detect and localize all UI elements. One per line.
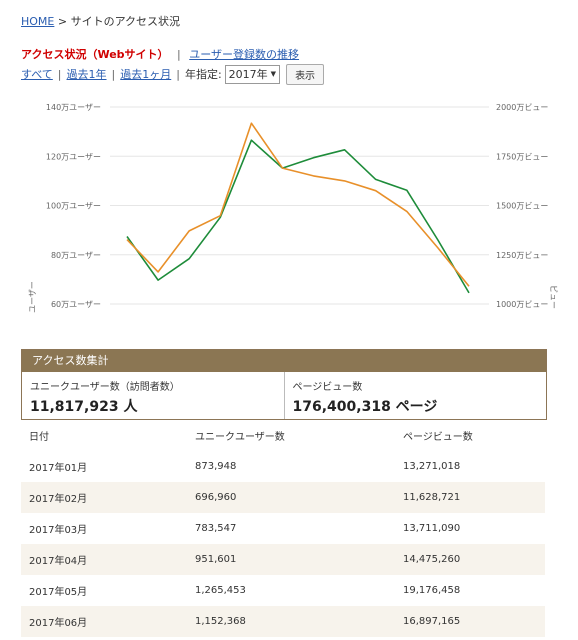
period-filters: すべて | 過去1年 | 過去1ヶ月 | 年指定: 2017年 ▼ 表示 (21, 63, 325, 85)
row-users: 696,960 (187, 482, 395, 513)
filter-separator: | (176, 67, 180, 81)
pageviews-value: 176,400,318 ページ (292, 399, 438, 415)
filter-past-year-link[interactable]: 過去1年 (66, 68, 107, 81)
table-row: 2017年01月 873,948 13,271,018 (21, 451, 545, 482)
breadcrumb-separator: > (57, 15, 68, 28)
breadcrumb-home-link[interactable]: HOME (21, 15, 55, 28)
year-select-value: 2017年 (228, 68, 268, 81)
row-users: 1,265,453 (195, 585, 246, 596)
unique-users-summary: ユニークユーザー数（訪問者数） 11,817,923 人 (22, 372, 284, 419)
table-header-row: 日付 ユニークユーザー数 ページビュー数 (21, 420, 545, 451)
left-tick-label: 120万ユーザー (46, 152, 101, 161)
right-tick-label: 1000万ビュー (496, 300, 548, 309)
filter-past-month-link[interactable]: 過去1ヶ月 (120, 68, 172, 81)
row-date: 2017年02月 (21, 482, 187, 513)
year-filter-label: 年指定: (184, 68, 222, 81)
table-row: 2017年03月 783,547 13,711,090 (21, 513, 545, 544)
pageviews-series-line (126, 122, 470, 287)
show-button[interactable]: 表示 (286, 63, 325, 85)
left-tick-label: 80万ユーザー (51, 251, 101, 260)
table-row: 2017年06月 1,152,368 16,897,165 (21, 606, 545, 637)
row-date: 2017年06月 (21, 606, 187, 637)
row-date: 2017年03月 (29, 525, 88, 536)
row-pageviews: 13,271,018 (403, 461, 461, 472)
left-axis-label: ユーザー (28, 281, 37, 313)
row-pageviews: 19,176,458 (403, 585, 461, 596)
breadcrumb-current: サイトのアクセス状況 (70, 15, 181, 28)
row-date: 2017年01月 (29, 463, 88, 474)
row-pageviews: 11,628,721 (395, 482, 545, 513)
row-pageviews: 13,711,090 (403, 523, 461, 534)
filter-separator: | (111, 67, 116, 81)
row-date: 2017年05月 (29, 587, 88, 598)
unique-users-value: 11,817,923 人 (30, 399, 138, 415)
left-tick-label: 100万ユーザー (46, 202, 101, 211)
tab-user-registration[interactable]: ユーザー登録数の推移 (189, 48, 300, 61)
right-tick-label: 1500万ビュー (496, 202, 548, 211)
row-users: 1,152,368 (187, 606, 395, 637)
chevron-down-icon: ▼ (270, 70, 277, 78)
access-line-chart: 140万ユーザー 2000万ビュー 120万ユーザー 1750万ビュー 100万ユーザー… (28, 103, 558, 313)
right-axis-label: ビュー (549, 285, 558, 309)
tab-access-status: アクセス状況（Webサイト） (21, 48, 169, 61)
pageviews-summary: ページビュー数 176,400,318 ページ (283, 372, 547, 419)
summary-header: アクセス数集計 (22, 350, 546, 372)
year-select[interactable]: 2017年 ▼ (224, 64, 281, 84)
unique-users-label: ユニークユーザー数（訪問者数） (30, 382, 180, 393)
row-date: 2017年04月 (21, 544, 187, 575)
breadcrumb: HOME > サイトのアクセス状況 (21, 13, 180, 29)
filter-all-link[interactable]: すべて (21, 68, 53, 81)
column-header-pageviews: ページビュー数 (403, 432, 473, 443)
right-tick-label: 2000万ビュー (496, 103, 548, 112)
row-users: 873,948 (195, 461, 237, 472)
users-series-line (126, 139, 470, 294)
column-header-date: 日付 (29, 432, 49, 443)
filter-separator: | (57, 67, 62, 81)
access-summary-panel: アクセス数集計 ユニークユーザー数（訪問者数） 11,817,923 人 ページ… (21, 349, 547, 420)
table-row: 2017年02月 696,960 11,628,721 (21, 482, 545, 513)
column-header-users: ユニークユーザー数 (195, 432, 285, 443)
view-tabs: アクセス状況（Webサイト） | ユーザー登録数の推移 (21, 46, 299, 62)
right-tick-label: 1750万ビュー (496, 152, 548, 161)
table-row: 2017年04月 951,601 14,475,260 (21, 544, 545, 575)
left-tick-label: 60万ユーザー (51, 300, 101, 309)
row-users: 951,601 (187, 544, 395, 575)
row-pageviews: 16,897,165 (395, 606, 545, 637)
monthly-access-table: 日付 ユニークユーザー数 ページビュー数 2017年01月 873,948 13… (21, 420, 545, 637)
right-tick-label: 1250万ビュー (496, 251, 548, 260)
left-tick-label: 140万ユーザー (46, 103, 101, 112)
row-users: 783,547 (195, 523, 237, 534)
table-row: 2017年05月 1,265,453 19,176,458 (21, 575, 545, 606)
pageviews-label: ページビュー数 (292, 382, 363, 393)
summary-body: ユニークユーザー数（訪問者数） 11,817,923 人 ページビュー数 176… (22, 372, 546, 419)
row-pageviews: 14,475,260 (395, 544, 545, 575)
tab-separator: | (177, 48, 181, 61)
